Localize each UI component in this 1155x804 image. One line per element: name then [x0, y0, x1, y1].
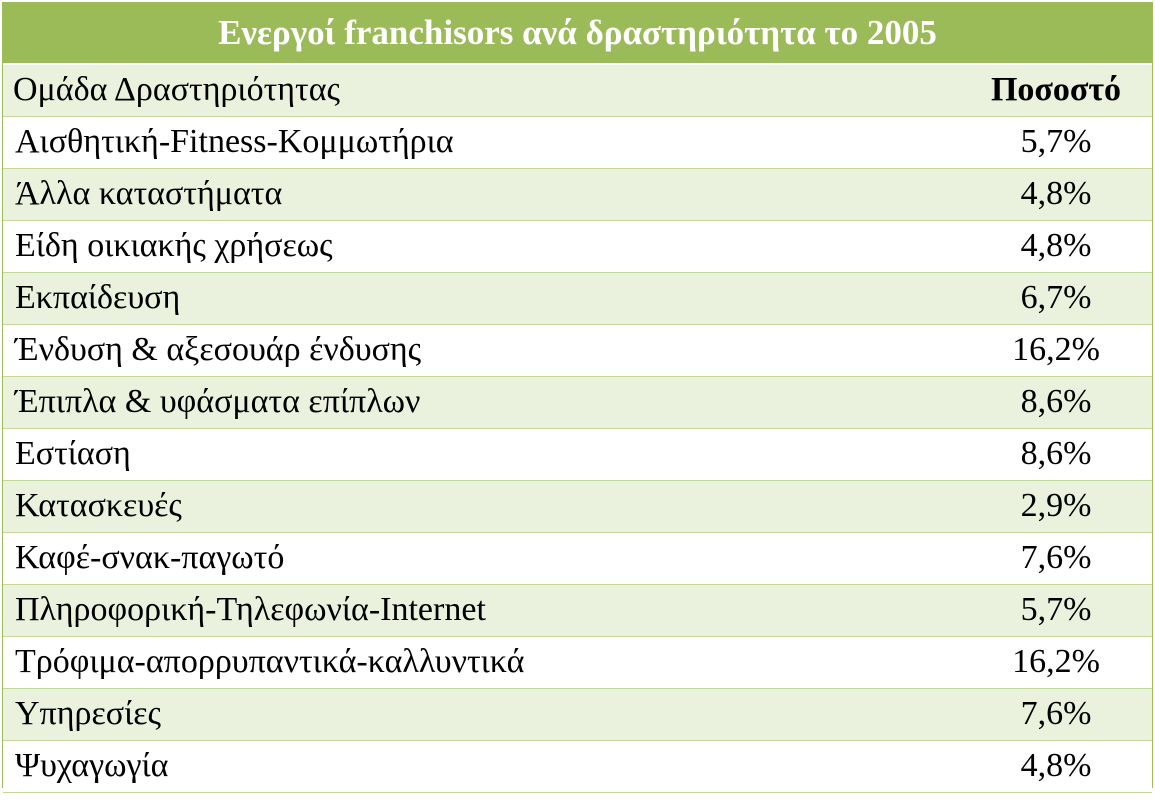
table-title-row: Ενεργοί franchisors ανά δραστηριότητα το… [3, 3, 1152, 65]
row-percent-cell: 7,6% [960, 532, 1152, 585]
row-group-cell: Είδη οικιακής χρήσεως [3, 220, 960, 273]
table-header-row: Ομάδα Δραστηριότητας Ποσοστό [3, 64, 1152, 117]
column-header-group: Ομάδα Δραστηριότητας [3, 64, 960, 117]
row-percent-cell: 7,6% [960, 688, 1152, 741]
row-group-cell: Έπιπλα & υφάσματα επίπλων [3, 376, 960, 429]
table-title: Ενεργοί franchisors ανά δραστηριότητα το… [3, 3, 1152, 65]
row-percent-cell: 8,6% [960, 428, 1152, 481]
table-row: Ένδυση & αξεσουάρ ένδυσης 16,2% [3, 324, 1152, 377]
table-row: Τρόφιμα-απορρυπαντικά-καλλυντικά 16,2% [3, 636, 1152, 689]
row-group-cell: Τρόφιμα-απορρυπαντικά-καλλυντικά [3, 636, 960, 689]
row-percent-cell: 8,6% [960, 376, 1152, 429]
row-percent-cell: 5,7% [960, 116, 1152, 169]
row-group-cell: Πληροφορική-Τηλεφωνία-Internet [3, 584, 960, 637]
row-percent-cell: 6,7% [960, 272, 1152, 325]
row-percent-cell: 4,8% [960, 740, 1152, 793]
table-row: Καφέ-σνακ-παγωτό 7,6% [3, 532, 1152, 585]
table-row: Πληροφορική-Τηλεφωνία-Internet 5,7% [3, 584, 1152, 637]
table-row: Εστίαση 8,6% [3, 428, 1152, 481]
row-percent-cell: 2,9% [960, 480, 1152, 533]
row-percent-cell: 4,8% [960, 220, 1152, 273]
row-percent-cell: 5,7% [960, 584, 1152, 637]
row-group-cell: Υπηρεσίες [3, 688, 960, 741]
row-percent-cell: 16,2% [960, 636, 1152, 689]
row-group-cell: Εστίαση [3, 428, 960, 481]
table-row: Έπιπλα & υφάσματα επίπλων 8,6% [3, 376, 1152, 429]
row-group-cell: Καφέ-σνακ-παγωτό [3, 532, 960, 585]
franchisors-table-grid: Ενεργοί franchisors ανά δραστηριότητα το… [3, 3, 1152, 793]
row-percent-cell: 4,8% [960, 168, 1152, 221]
table-row: Υπηρεσίες 7,6% [3, 688, 1152, 741]
table-row: Κατασκευές 2,9% [3, 480, 1152, 533]
column-header-percent: Ποσοστό [960, 64, 1152, 117]
row-group-cell: Αισθητική-Fitness-Κομμωτήρια [3, 116, 960, 169]
row-group-cell: Ένδυση & αξεσουάρ ένδυσης [3, 324, 960, 377]
row-group-cell: Κατασκευές [3, 480, 960, 533]
table-row: Άλλα καταστήματα 4,8% [3, 168, 1152, 221]
table-row: Αισθητική-Fitness-Κομμωτήρια 5,7% [3, 116, 1152, 169]
row-percent-cell: 16,2% [960, 324, 1152, 377]
table-row: Ψυχαγωγία 4,8% [3, 740, 1152, 793]
row-group-cell: Άλλα καταστήματα [3, 168, 960, 221]
row-group-cell: Εκπαίδευση [3, 272, 960, 325]
row-group-cell: Ψυχαγωγία [3, 740, 960, 793]
table-row: Είδη οικιακής χρήσεως 4,8% [3, 220, 1152, 273]
table-row: Εκπαίδευση 6,7% [3, 272, 1152, 325]
